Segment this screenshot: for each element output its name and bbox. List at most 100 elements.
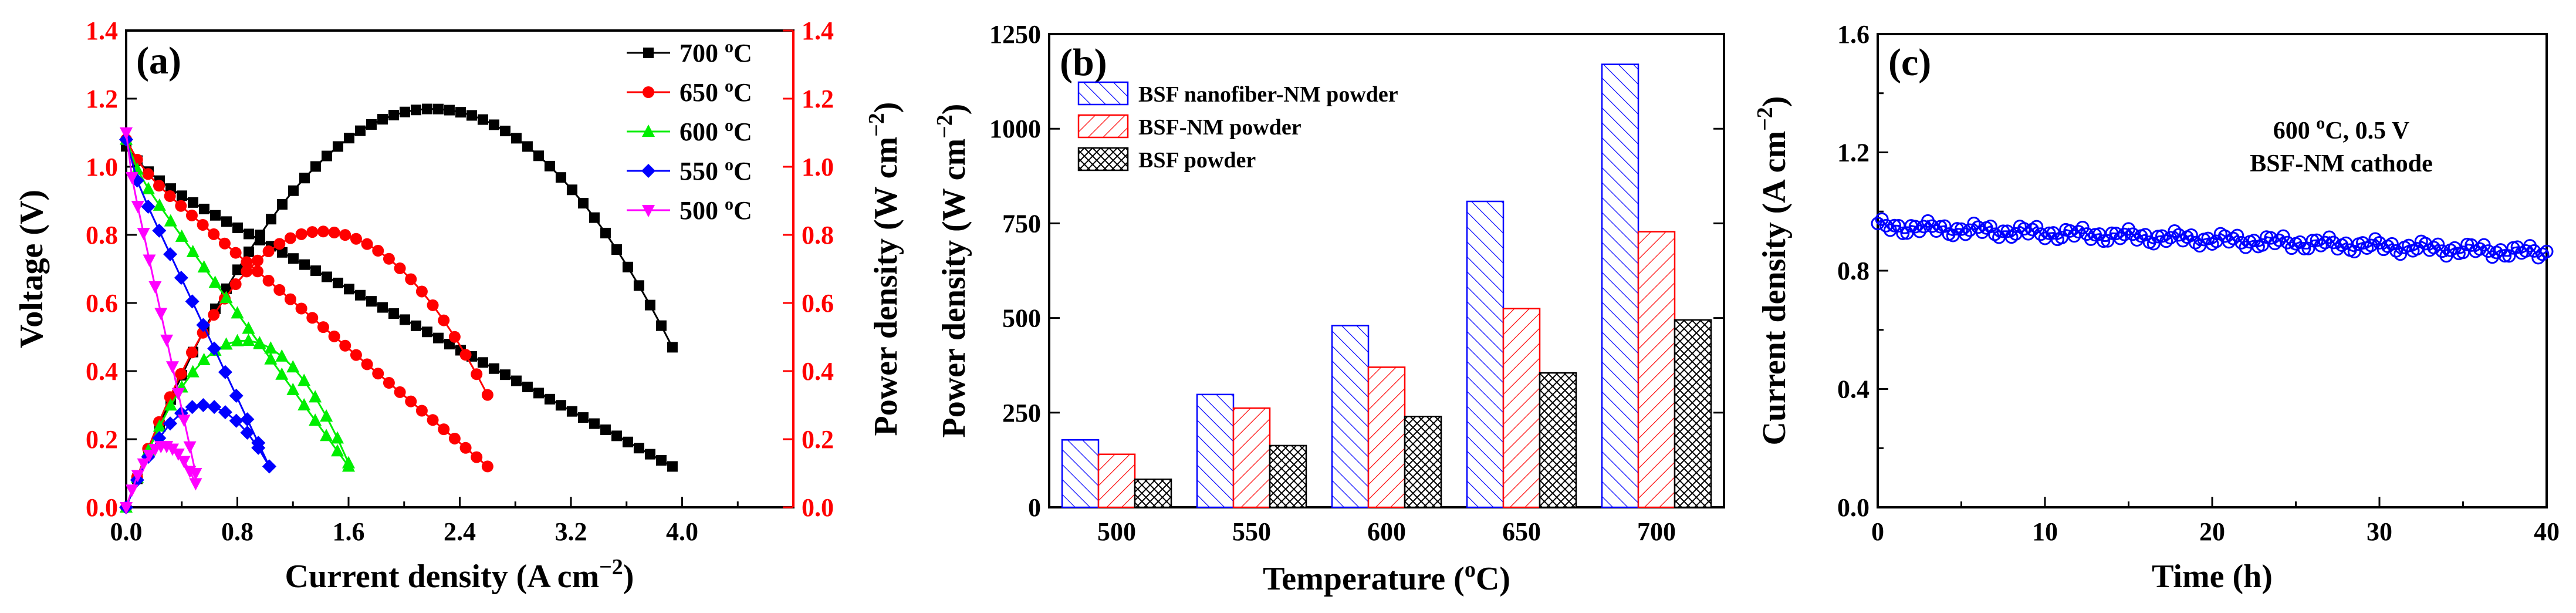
y-tick-label: 1.2 xyxy=(1837,139,1870,167)
iv-point xyxy=(186,244,200,257)
panel-a-y-right-ticks: 0.0 0.2 0.4 0.6 0.8 1.0 1.2 1.4 xyxy=(783,16,834,522)
bar-bsf-nanofiber-nm-powder xyxy=(1061,439,1100,508)
legend-swatch xyxy=(1077,147,1129,171)
power-point xyxy=(229,413,244,428)
power-point xyxy=(405,273,417,285)
panel-a-label: (a) xyxy=(136,39,181,82)
power-point xyxy=(354,125,366,136)
legend-degree: o xyxy=(725,194,733,214)
y-right-tick-label: 1.2 xyxy=(802,85,834,113)
power-point xyxy=(262,245,275,258)
legend-temp: 500 xyxy=(680,196,725,225)
iv-curve-line xyxy=(125,139,488,467)
y-right-tick-label: 0.8 xyxy=(802,221,834,250)
panel-b-ylabel: Power density (W cm−2) xyxy=(932,104,972,438)
power-point xyxy=(388,110,399,121)
stability-point xyxy=(2163,231,2178,245)
bar-bsf-powder xyxy=(1134,479,1172,508)
power-point xyxy=(306,226,319,238)
iv-point xyxy=(174,271,188,285)
stability-point xyxy=(2138,228,2152,242)
panel-b-bars xyxy=(1061,63,1712,508)
iv-point xyxy=(477,357,488,368)
legend-degree: o xyxy=(725,76,733,96)
power-point xyxy=(299,173,310,184)
power-point xyxy=(321,150,332,161)
stability-point xyxy=(2055,231,2068,245)
stability-point xyxy=(2427,241,2441,255)
legend-swatch xyxy=(1077,114,1129,139)
iv-point xyxy=(153,180,165,192)
y-tick-label: 1000 xyxy=(989,114,1041,143)
stability-point xyxy=(2431,237,2445,251)
stability-point xyxy=(1908,220,1922,234)
y-left-tick-label: 0.4 xyxy=(86,357,118,386)
iv-point xyxy=(421,326,432,338)
iv-point xyxy=(137,228,150,241)
power-point xyxy=(254,230,265,241)
y-tick-label: 1250 xyxy=(989,20,1041,49)
y-left-tick-label: 0.0 xyxy=(86,493,118,522)
power-point xyxy=(286,360,300,373)
power-point xyxy=(208,309,220,321)
panel-c-ylabel: Current density (A cm−2) xyxy=(1753,96,1793,446)
legend-temp: 600 xyxy=(680,117,725,146)
power-point xyxy=(175,368,187,380)
legend-label: BSF-NM powder xyxy=(1138,115,1301,140)
y-right-tick-label: 0.0 xyxy=(802,493,834,522)
iv-point xyxy=(667,461,678,472)
y-tick-label: 500 xyxy=(1002,304,1041,333)
power-point xyxy=(163,416,178,431)
legend-unit: C xyxy=(733,157,752,186)
iv-point xyxy=(471,451,483,463)
power-point xyxy=(471,368,483,380)
power-point xyxy=(438,314,450,326)
power-point xyxy=(343,133,354,144)
iv-point xyxy=(299,259,310,270)
stability-point xyxy=(1938,219,1952,233)
iv-point xyxy=(644,449,655,460)
power-point xyxy=(232,264,243,275)
iv-point xyxy=(432,332,444,343)
iv-point xyxy=(208,275,222,288)
iv-point xyxy=(377,302,388,313)
stability-point xyxy=(2347,245,2361,259)
iv-point xyxy=(152,223,167,238)
legend-label: 550 oC xyxy=(680,155,752,186)
iv-point xyxy=(399,314,410,325)
power-point xyxy=(350,233,362,245)
power-point xyxy=(309,390,322,403)
x-tick-label: 700 xyxy=(1637,517,1676,546)
stability-point xyxy=(1871,217,1885,231)
iv-point xyxy=(328,330,340,342)
power-point xyxy=(331,431,344,444)
y-tick-label: 0.8 xyxy=(1837,257,1870,285)
iv-point xyxy=(533,388,544,399)
y-right-tick-label: 0.4 xyxy=(802,357,834,386)
iv-point xyxy=(481,460,493,473)
power-point xyxy=(566,184,577,196)
x-tick-label: 30 xyxy=(2367,517,2392,546)
panel-a: 0.0 0.8 1.6 2.4 3.2 4.0 0.0 0.2 0.4 0.6 0.8 1.0 1.2… xyxy=(13,16,904,595)
iv-point xyxy=(208,228,220,240)
power-point xyxy=(185,346,198,359)
stability-point xyxy=(1983,219,1997,233)
iv-point xyxy=(164,214,177,227)
stability-point xyxy=(2456,245,2470,260)
stability-point xyxy=(2067,229,2081,243)
iv-point xyxy=(141,199,155,214)
iv-point xyxy=(160,334,174,347)
stability-point xyxy=(2034,227,2048,241)
stability-point xyxy=(2435,244,2449,258)
panel-b-xlabel: Temperature (oC) xyxy=(1263,557,1510,597)
series-500 xyxy=(120,127,202,514)
iv-point xyxy=(633,443,644,454)
y-tick-label: 0.0 xyxy=(1837,493,1870,522)
legend-label: BSF nanofiber-NM powder xyxy=(1138,82,1398,107)
iv-point xyxy=(232,222,243,233)
iv-point xyxy=(175,200,187,212)
y-tick-label: 250 xyxy=(1002,399,1041,427)
iv-point xyxy=(415,405,428,417)
iv-point xyxy=(197,260,211,273)
